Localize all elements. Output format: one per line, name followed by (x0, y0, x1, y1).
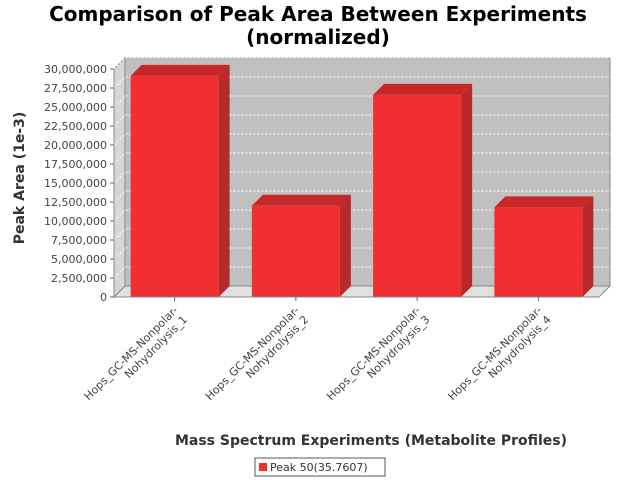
y-tick-label: 15,000,000 (44, 177, 107, 190)
y-tick-label: 7,500,000 (51, 234, 107, 247)
grid-line (113, 247, 610, 260)
bar (373, 83, 473, 297)
chart-title: Comparison of Peak Area Between Experime… (49, 2, 587, 49)
bar-side (339, 194, 351, 297)
bar (130, 64, 230, 297)
bar-top (251, 194, 351, 206)
grid-line (113, 57, 610, 70)
bar-top (130, 64, 230, 76)
y-tick-label: 17,500,000 (44, 158, 107, 171)
grid-line (113, 76, 610, 89)
bar-side (461, 83, 473, 297)
plot-left-wall (113, 56, 126, 299)
y-tick-label: 0 (100, 291, 107, 304)
bar-front (373, 94, 462, 297)
y-axis: 0 2,500,000 5,000,000 7,500,000 10,000,000 12… (44, 63, 115, 304)
bar-top (373, 83, 473, 95)
x-tick-label: Hops_GC-MS-Nonpolar-Nohydrolysis_2 (203, 304, 311, 412)
y-tick-label: 25,000,000 (44, 101, 107, 114)
y-tick-label: 22,500,000 (44, 120, 107, 133)
legend-swatch (259, 463, 267, 471)
grid-line (113, 133, 610, 146)
y-axis-label: Peak Area (1e-3) (12, 112, 28, 245)
grid-line (113, 190, 610, 203)
y-tick-label: 10,000,000 (44, 215, 107, 228)
grid-line (113, 95, 610, 108)
bar-front (130, 75, 219, 297)
grid-line (113, 209, 610, 222)
grid-line (113, 266, 610, 279)
x-tick-label: Hops_GC-MS-Nonpolar-Nohydrolysis_3 (324, 304, 432, 412)
x-tick-label-line: Hops_GC-MS-Nonpolar- (445, 304, 544, 403)
x-tick-label: Hops_GC-MS-Nonpolar-Nohydrolysis_1 (82, 304, 190, 412)
y-tick-label: 27,500,000 (44, 82, 107, 95)
x-tick-label-line: Hops_GC-MS-Nonpolar- (203, 304, 302, 403)
y-tick-label: 2,500,000 (51, 272, 107, 285)
bar (251, 194, 351, 297)
x-axis-label: Mass Spectrum Experiments (Metabolite Pr… (175, 433, 567, 449)
chart-title-line-1: Comparison of Peak Area Between Experime… (49, 2, 587, 26)
x-axis: Hops_GC-MS-Nonpolar-Nohydrolysis_1 Hops_G… (82, 296, 599, 412)
x-tick-label-line: Hops_GC-MS-Nonpolar- (82, 304, 181, 403)
bar-side (582, 196, 594, 297)
grid-line (113, 152, 610, 165)
bar-front (251, 205, 340, 297)
grid-line (113, 114, 610, 127)
legend: Peak 50(35.7607) (254, 457, 386, 477)
legend-box (254, 457, 386, 477)
chart-title-line-2: (normalized) (246, 25, 390, 49)
grid-line (113, 171, 610, 184)
y-tick-label: 20,000,000 (44, 139, 107, 152)
y-tick-label: 30,000,000 (44, 63, 107, 76)
bar-top (494, 196, 594, 208)
bar (494, 196, 594, 297)
bar-front (494, 207, 583, 297)
y-tick-label: 12,500,000 (44, 196, 107, 209)
x-tick-label: Hops_GC-MS-Nonpolar-Nohydrolysis_4 (445, 304, 553, 412)
bars (130, 64, 594, 297)
legend-label: Peak 50(35.7607) (270, 461, 368, 474)
grid-lines (113, 57, 610, 279)
y-tick-label: 5,000,000 (51, 253, 107, 266)
x-tick-label-line: Hops_GC-MS-Nonpolar- (324, 304, 423, 403)
bar-side (218, 64, 230, 297)
grid-line (113, 228, 610, 241)
